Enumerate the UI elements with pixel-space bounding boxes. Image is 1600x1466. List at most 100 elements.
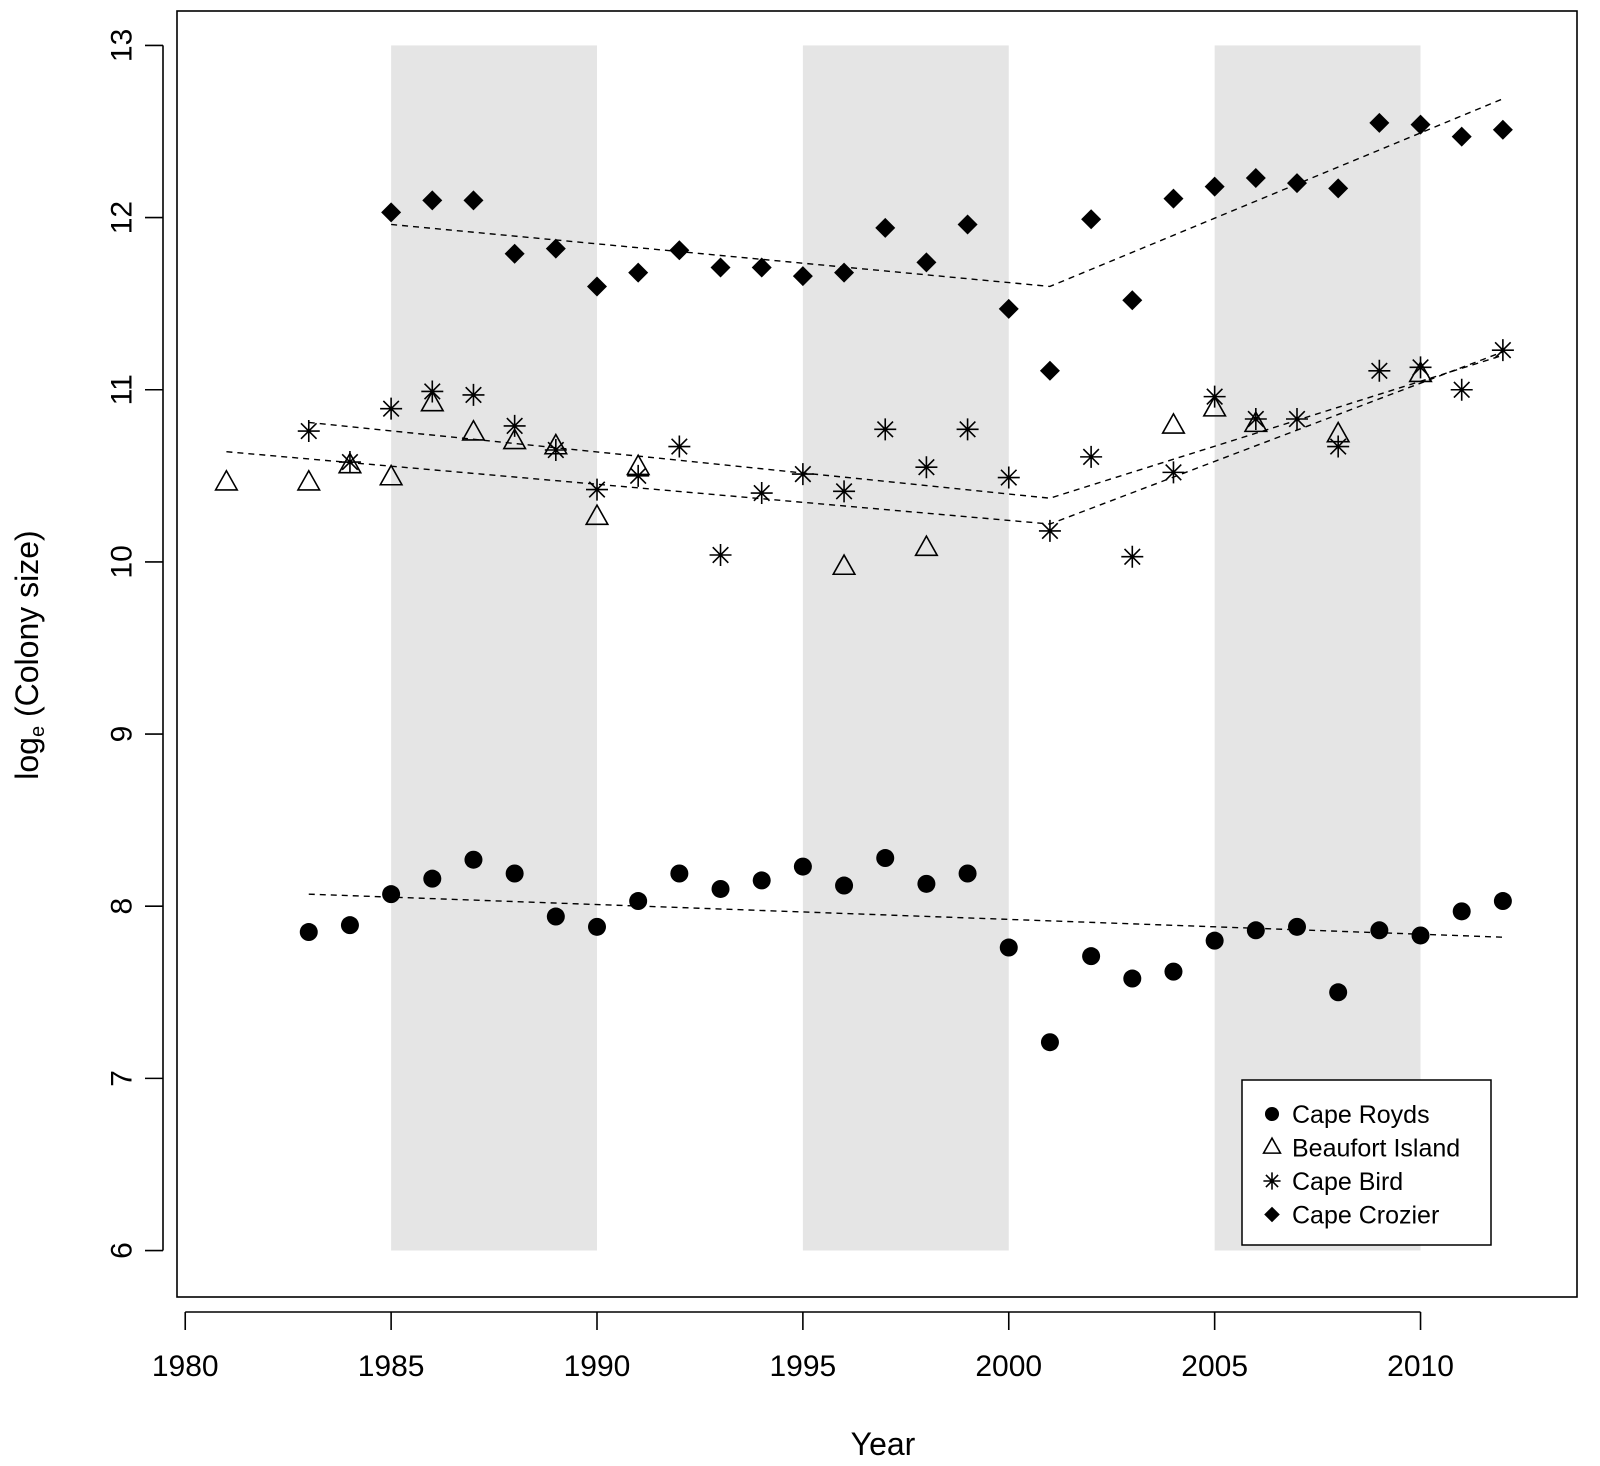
point-cape-bird-2012-strokes — [1491, 339, 1514, 362]
y-tick-label-8: 8 — [106, 898, 139, 915]
y-tick-label-7: 7 — [106, 1070, 139, 1087]
point-cape-bird-1994-strokes — [750, 482, 773, 505]
point-beaufort-island-1985 — [378, 463, 404, 486]
point-cape-bird-2001-strokes — [1038, 519, 1061, 542]
point-cape-bird-1999-strokes — [956, 418, 979, 441]
point-cape-bird-1999 — [956, 418, 979, 441]
point-cape-crozier-2004 — [1163, 188, 1184, 209]
y-tick-label-9: 9 — [106, 726, 139, 743]
point-cape-crozier-1985 — [381, 202, 402, 223]
point-cape-royds-1996 — [835, 876, 854, 895]
point-cape-royds-1998 — [917, 874, 936, 893]
point-cape-crozier-2007 — [1287, 173, 1307, 194]
point-cape-crozier-2002 — [1081, 209, 1102, 230]
point-cape-bird-2003 — [1121, 545, 1144, 568]
point-cape-royds-2005 — [1205, 931, 1224, 950]
point-cape-bird-2002-strokes — [1080, 445, 1103, 468]
point-beaufort-island-2005 — [1202, 395, 1227, 417]
shaded-band-3 — [1214, 45, 1421, 1251]
point-cape-crozier-2012 — [1492, 119, 1513, 140]
point-cape-crozier-2001 — [1039, 360, 1060, 381]
point-cape-crozier-2011 — [1451, 126, 1472, 147]
point-cape-bird-2008-strokes — [1327, 435, 1350, 458]
point-cape-bird-1987 — [462, 383, 485, 406]
y-axis-title-rest: (Colony size) — [9, 530, 45, 726]
point-beaufort-island-1983 — [296, 469, 321, 491]
point-cape-bird-1997-strokes — [874, 418, 897, 441]
point-cape-bird-1984-strokes — [338, 451, 361, 474]
x-tick-label-1980: 1980 — [152, 1350, 219, 1383]
point-cape-bird-1985-strokes — [380, 397, 403, 420]
x-tick-label-2000: 2000 — [975, 1350, 1042, 1383]
point-cape-crozier-1998 — [916, 252, 937, 273]
point-cape-bird-2004 — [1162, 461, 1185, 484]
point-cape-bird-1985 — [380, 397, 403, 420]
point-cape-royds-2001 — [1040, 1033, 1059, 1052]
point-cape-crozier-1993 — [710, 257, 731, 278]
point-cape-royds-1991 — [629, 892, 648, 911]
point-cape-royds-2004 — [1164, 962, 1183, 981]
point-cape-crozier-1996 — [834, 262, 855, 283]
point-cape-bird-2006 — [1244, 408, 1267, 431]
shaded-band-1 — [391, 45, 597, 1251]
point-cape-bird-2007 — [1286, 408, 1308, 431]
y-tick-label-6: 6 — [106, 1242, 139, 1259]
point-cape-royds-2003 — [1123, 969, 1142, 988]
point-cape-bird-1983 — [297, 420, 320, 443]
point-cape-bird-2012 — [1491, 339, 1514, 362]
point-cape-crozier-1989 — [545, 238, 566, 259]
point-cape-bird-1986 — [421, 380, 444, 403]
point-cape-royds-2007 — [1288, 917, 1306, 936]
point-cape-bird-2009 — [1368, 359, 1391, 382]
legend-label-beaufort-island: Beaufort Island — [1292, 1135, 1460, 1163]
legend-marker-cape-bird-strokes — [1263, 1172, 1281, 1190]
point-cape-royds-1992 — [670, 864, 689, 883]
point-cape-crozier-2006 — [1245, 167, 1266, 188]
data-points — [214, 112, 1514, 1052]
point-beaufort-island-2004 — [1161, 412, 1186, 434]
point-cape-royds-1990 — [588, 917, 606, 936]
series-cape-bird — [297, 339, 1514, 568]
point-beaufort-island-2006 — [1243, 410, 1268, 433]
x-tick-label-1990: 1990 — [564, 1350, 631, 1383]
point-cape-bird-1998-strokes — [915, 456, 938, 479]
point-cape-crozier-1991 — [628, 262, 649, 283]
point-cape-bird-2004-strokes — [1162, 461, 1185, 484]
point-cape-royds-1985 — [382, 885, 401, 904]
point-cape-royds-1988 — [505, 864, 524, 883]
point-cape-bird-1989 — [544, 438, 567, 461]
point-cape-bird-1983-strokes — [297, 420, 320, 443]
point-cape-bird-1996-strokes — [833, 480, 856, 503]
trend-line-cape-crozier — [391, 98, 1504, 288]
legend-marker-cape-royds — [1264, 1106, 1280, 1122]
point-cape-bird-1997 — [874, 418, 897, 441]
point-beaufort-island-1988 — [502, 427, 527, 450]
point-beaufort-island-1996 — [831, 553, 857, 576]
point-cape-crozier-2008 — [1328, 178, 1349, 199]
point-cape-royds-2012 — [1493, 892, 1512, 911]
point-cape-bird-2005-strokes — [1203, 385, 1226, 408]
point-cape-royds-1993 — [711, 879, 730, 898]
point-cape-bird-1998 — [915, 456, 938, 479]
point-cape-royds-2006 — [1246, 921, 1265, 940]
point-cape-royds-1986 — [423, 869, 442, 888]
point-cape-bird-1994 — [750, 482, 773, 505]
point-cape-crozier-1995 — [792, 266, 813, 287]
point-cape-crozier-2005 — [1204, 176, 1225, 197]
legend-label-cape-bird: Cape Bird — [1292, 1168, 1403, 1196]
point-beaufort-island-1986 — [420, 389, 445, 412]
point-cape-bird-1995 — [791, 463, 814, 486]
point-cape-bird-1991-strokes — [627, 464, 650, 487]
point-cape-royds-1987 — [464, 850, 483, 869]
shaded-band-2 — [802, 45, 1009, 1251]
point-cape-bird-1990-strokes — [586, 478, 608, 501]
series-beaufort-island — [214, 360, 1433, 576]
point-cape-crozier-1999 — [957, 214, 978, 235]
point-cape-bird-2001 — [1038, 519, 1061, 542]
point-cape-royds-1994 — [752, 871, 771, 890]
point-cape-royds-2008 — [1329, 983, 1348, 1002]
point-cape-bird-2006-strokes — [1244, 408, 1267, 431]
legend-label-cape-crozier: Cape Crozier — [1292, 1202, 1439, 1230]
point-cape-bird-2011-strokes — [1450, 378, 1473, 401]
point-cape-bird-1987-strokes — [462, 383, 485, 406]
